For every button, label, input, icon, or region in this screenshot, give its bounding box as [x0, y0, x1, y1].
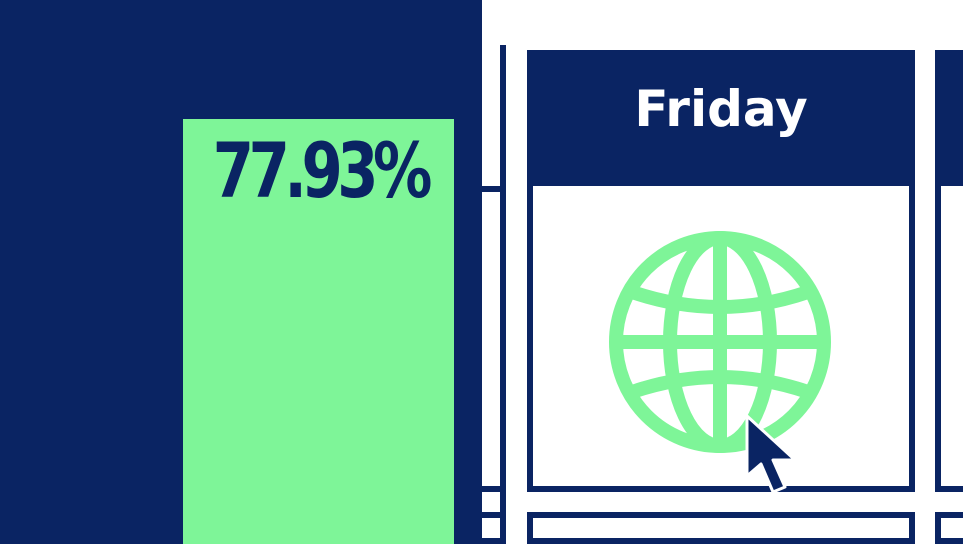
- day-label: Friday: [634, 80, 808, 138]
- left-divider-line: [500, 45, 506, 544]
- cursor-pointer-icon: [745, 414, 797, 494]
- stat-value: 77.93%: [212, 126, 433, 215]
- stat-card: 77.93%: [183, 119, 454, 544]
- day-card-footer: [527, 512, 915, 544]
- next-card-body: [935, 180, 963, 492]
- next-card-header[interactable]: [935, 50, 963, 186]
- globe-icon[interactable]: [604, 226, 836, 458]
- day-card-header[interactable]: Friday: [527, 50, 915, 186]
- left-divider: [506, 45, 518, 544]
- next-card-footer: [935, 512, 963, 544]
